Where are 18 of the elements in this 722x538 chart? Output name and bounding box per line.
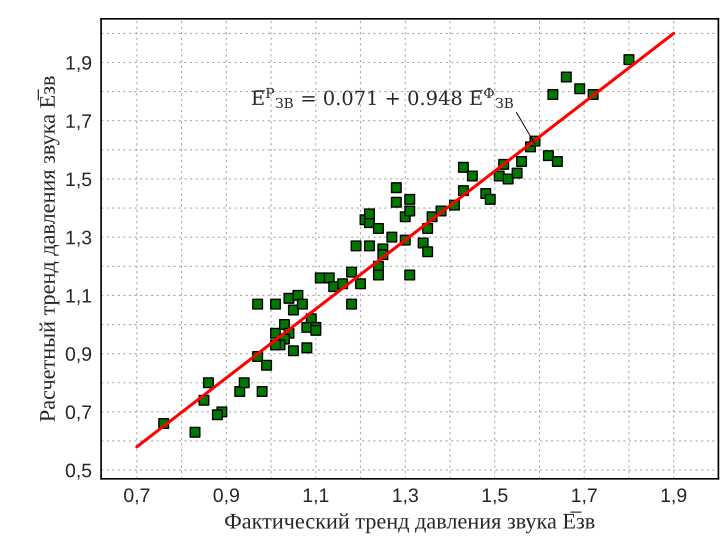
x-tick-label: 1,9: [662, 488, 686, 504]
x-tick-label: 1,1: [304, 488, 328, 504]
annotation: E̅$^{Р}$$_{ЗВ}$ = 0.071 + 0.948 E̅$^{Ф}$$_{ЗВ}$: [252, 88, 513, 108]
y-tick-label: 1,3: [66, 230, 92, 247]
x-tick-label: 1,5: [482, 488, 508, 504]
y-tick-label: 1,5: [66, 172, 92, 188]
y-tick-label: 0,5: [66, 464, 92, 480]
y-tick-label: 1,1: [66, 289, 92, 305]
x-tick-label: 1,3: [393, 488, 418, 504]
y-tick-label: 1,7: [66, 114, 92, 130]
y-tick-label: 0,9: [66, 347, 92, 364]
x-tick-label: 0,9: [214, 488, 239, 504]
x-axis-title: Фактический тренд давления звука E̅зв: [225, 512, 594, 534]
x-tick-label: 1,7: [572, 488, 597, 504]
y-tick-label: 0,7: [66, 405, 92, 422]
y-tick-label: 1,9: [66, 56, 92, 72]
x-tick-label: 0,7: [124, 488, 150, 504]
y-axis-title: Расчетный тренд давления звука E̅зв: [38, 76, 60, 422]
